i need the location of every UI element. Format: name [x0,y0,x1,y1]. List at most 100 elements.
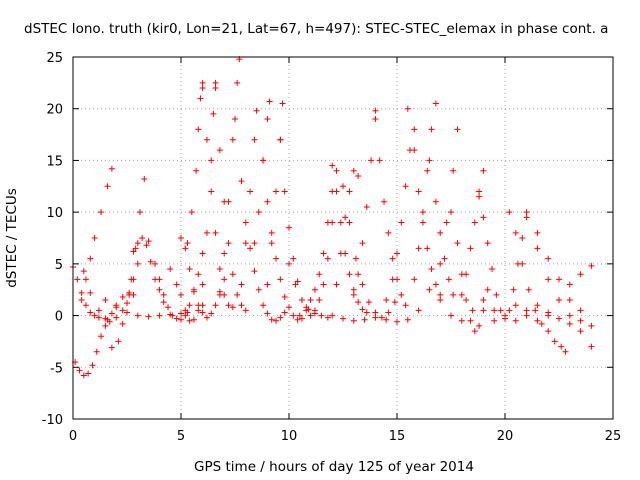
data-point [286,224,292,231]
data-point [411,126,418,133]
data-point [426,286,433,293]
data-point [350,317,357,324]
data-point [156,276,163,283]
data-point [290,255,297,262]
y-tick-label: 15 [46,154,63,169]
data-point [264,281,271,288]
data-point [238,178,245,185]
plot-frame [72,56,614,420]
data-point [426,157,433,164]
data-point [419,209,426,216]
x-tick-label: 0 [69,429,77,444]
data-point [264,198,271,205]
data-point [139,235,146,241]
data-point [113,302,120,309]
data-point [415,245,422,252]
data-point [160,291,167,298]
data-point [203,314,210,321]
data-point [143,242,150,249]
data-point [437,260,444,267]
data-point [424,167,431,174]
data-point [391,299,398,306]
data-point [91,235,98,241]
data-point [458,291,465,298]
data-point [389,255,396,262]
data-point [534,229,541,236]
data-point [340,183,346,190]
data-point [229,136,236,143]
data-point [225,240,232,247]
data-point [441,255,448,262]
data-point [566,297,573,304]
data-point [74,276,81,283]
x-tick-label: 5 [177,429,185,444]
data-point [458,317,465,324]
data-point [199,79,206,86]
y-tick-label: 0 [55,310,63,325]
data-point [497,307,504,314]
data-point [566,281,573,288]
data-point [253,107,260,114]
data-point [355,172,362,179]
data-point [119,320,126,327]
data-point [266,98,273,105]
data-point [551,338,558,345]
data-point [316,297,323,304]
data-point [320,281,327,288]
data-point [324,314,331,321]
data-point [203,136,210,143]
data-point [394,250,400,257]
data-point [512,229,519,236]
data-point [333,167,340,174]
data-point [221,276,228,283]
grid-lines [73,57,613,419]
data-point [404,316,411,323]
data-point [346,271,353,278]
data-point [186,302,193,309]
data-point [484,286,491,293]
data-point [491,307,498,314]
data-point [419,219,426,226]
data-point [363,203,370,210]
data-point [119,307,126,314]
data-point [95,314,102,321]
data-point [234,79,241,86]
data-point [251,136,258,143]
x-tick-label: 25 [605,429,622,444]
data-point [365,299,372,306]
data-point [471,219,478,226]
data-point [203,229,210,236]
data-point [242,219,249,226]
data-point [411,147,418,154]
data-point [337,250,344,257]
data-point [260,157,267,164]
data-point [80,268,87,275]
data-point [368,157,375,164]
data-point [167,266,174,273]
data-point [577,271,584,278]
data-point [178,291,184,298]
data-point [115,338,122,345]
data-point [510,286,517,293]
data-point [523,209,530,216]
data-point [363,309,370,316]
data-point [160,299,167,306]
data-point [489,266,496,273]
data-point [132,245,139,252]
data-point [463,297,470,304]
data-point [404,105,411,112]
data-point [294,316,301,323]
data-point [346,219,353,226]
data-point [182,312,189,319]
data-point [188,209,195,216]
data-point [534,317,541,324]
data-point [350,167,357,174]
data-point [102,297,109,304]
data-point [562,348,569,355]
data-point [193,167,200,174]
data-point [199,309,206,316]
data-point [225,198,232,205]
data-point [307,312,314,319]
data-point [428,266,435,273]
data-point [519,260,526,267]
